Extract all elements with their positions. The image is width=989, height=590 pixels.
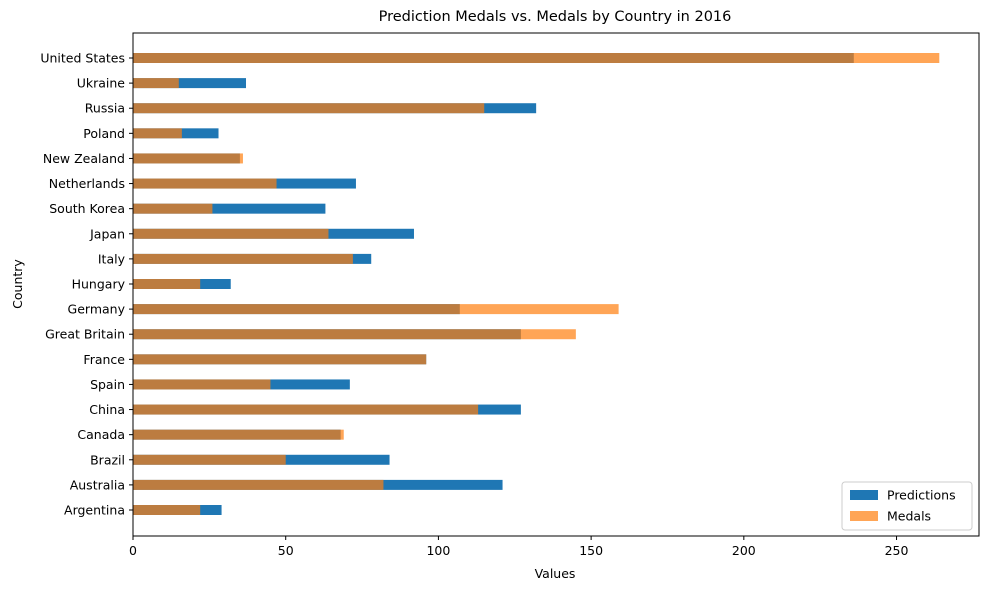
chart-title: Prediction Medals vs. Medals by Country … (379, 9, 732, 25)
x-tick-label: 0 (129, 543, 137, 558)
y-axis-ticks: Argentina Australia Brazil Canada China Spain… (40, 51, 133, 518)
y-tick-label: New Zealand (43, 151, 125, 166)
y-tick-label: Netherlands (49, 176, 125, 191)
bars-layer (133, 53, 940, 515)
y-tick-label: Canada (77, 427, 125, 442)
x-axis-label: Values (535, 566, 576, 581)
medal-bar-hungary (133, 279, 201, 289)
x-axis-ticks: 0 50 100 150 200 250 (129, 536, 909, 558)
x-tick-label: 100 (426, 543, 450, 558)
y-tick-label: Poland (83, 126, 125, 141)
medal-bar-ukraine (133, 78, 179, 89)
x-tick-label: 200 (732, 543, 756, 558)
legend-swatch-medals (850, 511, 878, 521)
y-tick-label: Australia (70, 477, 125, 492)
prediction-bar-ukraine (133, 78, 247, 89)
y-tick-label: Argentina (64, 503, 125, 518)
y-tick-label: Russia (85, 101, 125, 116)
medal-bar-germany (133, 304, 619, 315)
y-tick-label: United States (40, 51, 125, 66)
y-axis-label: Country (10, 259, 25, 309)
y-tick-label: Spain (90, 377, 125, 392)
y-tick-label: Italy (98, 251, 126, 266)
prediction-bar-south-korea (133, 203, 326, 214)
medal-bar-argentina (133, 505, 201, 515)
plot-frame (132, 32, 980, 537)
y-tick-label: Hungary (72, 277, 126, 292)
x-tick-label: 150 (579, 543, 603, 558)
legend-swatch-predictions (850, 490, 878, 500)
medal-bar-australia (133, 479, 384, 490)
y-tick-label: Germany (68, 302, 126, 317)
medal-bar-new-zealand (133, 153, 243, 164)
medal-bar-south-korea (133, 203, 213, 214)
y-tick-label: Japan (89, 226, 125, 241)
medal-bar-canada (133, 429, 344, 440)
medal-bar-france (133, 354, 427, 365)
medal-bar-poland (133, 128, 182, 139)
legend-label-predictions: Predictions (887, 488, 956, 503)
y-tick-label: France (83, 352, 125, 367)
y-tick-label: Ukraine (77, 76, 126, 91)
legend-label-medals: Medals (887, 509, 931, 524)
medal-bar-netherlands (133, 178, 277, 189)
medal-bar-united-states (133, 53, 940, 63)
y-tick-label: South Korea (49, 201, 125, 216)
medal-bar-great-britain (133, 329, 576, 340)
y-tick-label: Brazil (90, 452, 125, 467)
medal-bar-japan (133, 228, 329, 239)
medal-bar-italy (133, 253, 353, 264)
x-tick-label: 50 (278, 543, 294, 558)
medal-bar-russia (133, 103, 485, 114)
legend: Predictions Medals (841, 481, 973, 531)
medal-bar-spain (133, 379, 271, 390)
y-tick-label: Great Britain (45, 327, 125, 342)
medal-bar-china (133, 404, 479, 415)
medal-bar-brazil (133, 454, 286, 465)
y-tick-label: China (89, 402, 125, 417)
x-tick-label: 250 (885, 543, 909, 558)
